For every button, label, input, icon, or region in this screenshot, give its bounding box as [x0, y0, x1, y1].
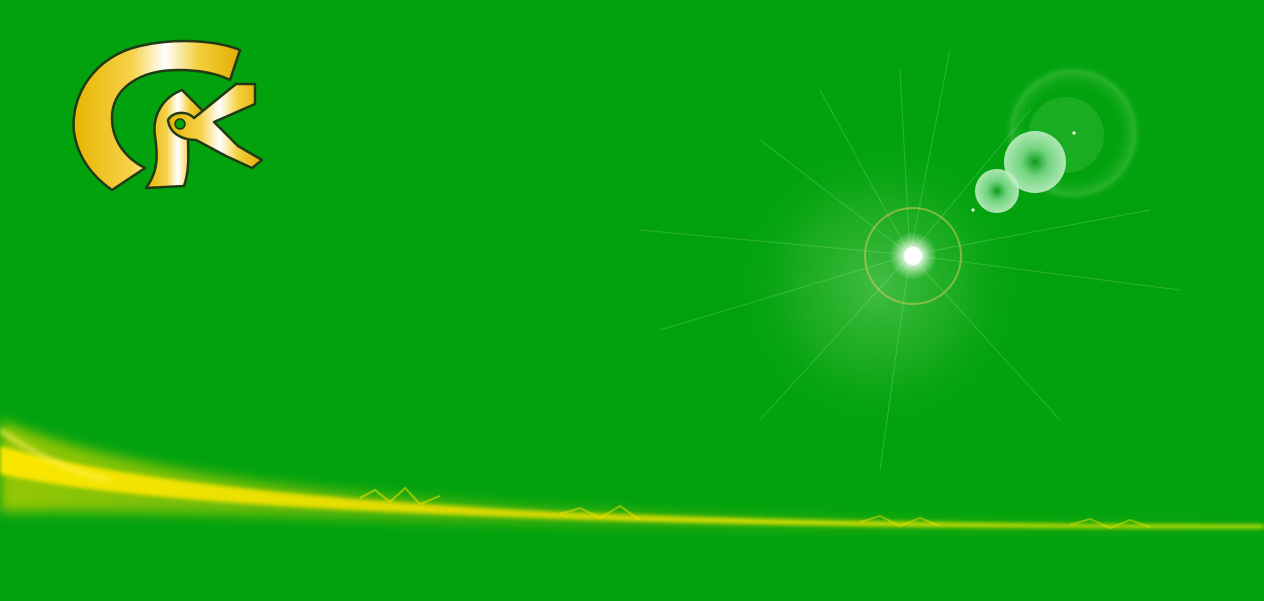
- light-streak: [0, 420, 1264, 532]
- flare-orb-large: [1004, 131, 1066, 193]
- flare-orb-small: [975, 169, 1019, 213]
- ck-monogram-logo-icon: [72, 39, 264, 192]
- flare-halo: [730, 135, 1030, 435]
- lens-flare: [639, 49, 1181, 471]
- flare-ring: [864, 207, 962, 305]
